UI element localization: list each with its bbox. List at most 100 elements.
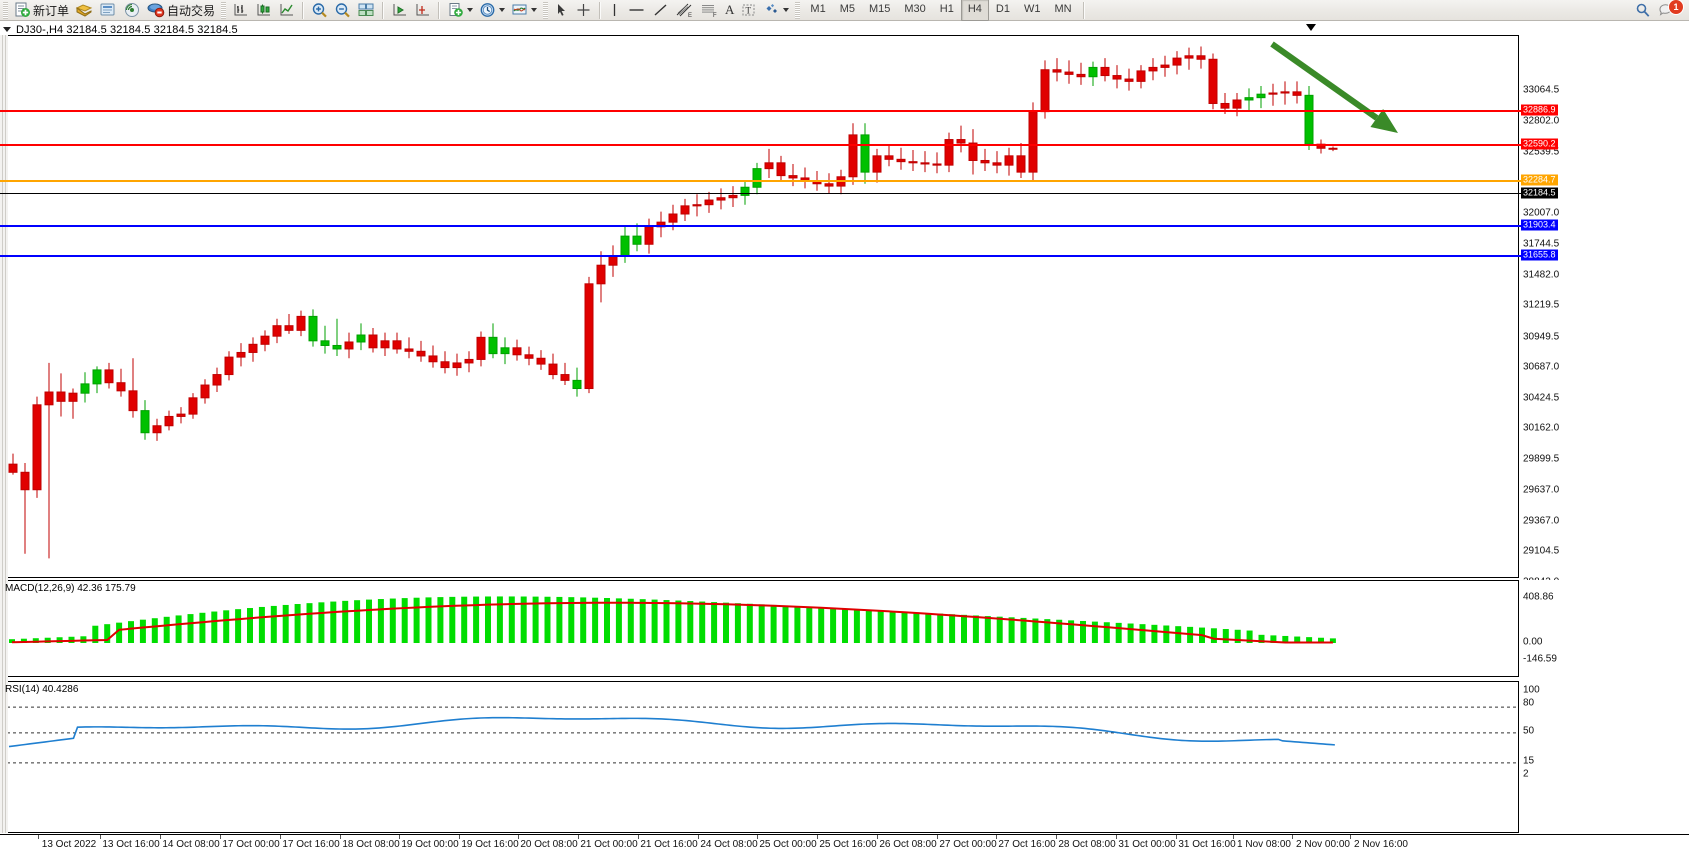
timeframe-m1[interactable]: M1 — [810, 3, 826, 15]
toolbar-grip-4[interactable] — [795, 1, 801, 19]
price-axis[interactable]: 33064.5 32802.0 32539.5 32007.0 31744.5 31482… — [1519, 35, 1689, 618]
hline-current-price[interactable] — [0, 193, 1521, 194]
rsi-tick: 15 — [1523, 755, 1535, 767]
hline-resistance-1[interactable] — [0, 110, 1521, 112]
time-tick-label: 1 Nov 08:00 — [1237, 839, 1291, 850]
hline-tag-current-price: 32184.5 — [1521, 187, 1558, 199]
rsi-pane[interactable]: RSI(14) 40.4286 — [0, 681, 1519, 833]
time-tick-mark — [38, 835, 39, 839]
time-tick-mark — [996, 835, 997, 839]
expert-advisor-icon[interactable] — [388, 0, 411, 20]
signals-icon[interactable] — [120, 0, 144, 20]
timeframe-mn[interactable]: MN — [1054, 3, 1072, 15]
price-tick: 29367.0 — [1523, 515, 1560, 527]
time-tick-label: 27 Oct 00:00 — [939, 839, 997, 850]
macd-axis: 408.86 0.00 -146.59 — [1519, 580, 1689, 677]
timeframe-h4[interactable]: H4 — [960, 0, 989, 21]
text-icon[interactable]: A — [725, 2, 735, 17]
terminal-icon[interactable] — [96, 0, 120, 20]
timeframe-w1[interactable]: W1 — [1023, 3, 1041, 15]
time-tick-mark — [877, 835, 878, 839]
price-pane-inner — [1, 36, 1518, 577]
zoom-in-icon[interactable] — [308, 0, 331, 20]
text-label-icon[interactable]: T — [737, 0, 760, 20]
svg-text:F: F — [713, 13, 717, 18]
price-tick: 31482.0 — [1523, 269, 1560, 281]
templates-icon[interactable] — [508, 0, 540, 20]
chart-header-text: DJ30-,H4 32184.5 32184.5 32184.5 32184.5 — [16, 23, 238, 36]
time-tick-label: 2 Nov 00:00 — [1296, 839, 1350, 850]
time-tick-mark — [1176, 835, 1177, 839]
price-tick: 29899.5 — [1523, 453, 1560, 465]
hline-resistance-2[interactable] — [0, 144, 1521, 146]
hline-support-2[interactable] — [0, 255, 1521, 257]
indicators-icon[interactable] — [411, 0, 434, 20]
cursor-icon[interactable] — [551, 0, 572, 20]
horizontal-line-icon[interactable] — [624, 0, 649, 20]
timeframe-m15[interactable]: M15 — [868, 3, 891, 15]
svg-text:E: E — [688, 13, 692, 18]
time-tick-label: 13 Oct 2022 — [41, 839, 97, 850]
new-order-label: 新订单 — [33, 3, 70, 18]
period-clock-icon[interactable] — [476, 0, 508, 20]
time-tick-mark — [578, 835, 579, 839]
crosshair-marker — [1306, 24, 1316, 31]
toolbar-grip[interactable] — [3, 1, 8, 19]
timeframe-d1[interactable]: D1 — [995, 3, 1010, 15]
tile-windows-icon[interactable] — [354, 0, 378, 20]
new-chart-icon[interactable] — [444, 0, 476, 20]
time-tick-label: 27 Oct 16:00 — [998, 839, 1056, 850]
equidistant-channel-icon[interactable]: E — [672, 0, 697, 20]
time-tick-label: 20 Oct 08:00 — [520, 839, 578, 850]
chart-scroll-rail[interactable] — [0, 35, 8, 833]
timeframe-m30[interactable]: M30 — [904, 3, 926, 15]
rsi-tick: 80 — [1523, 697, 1535, 709]
vertical-line-icon[interactable] — [605, 0, 624, 20]
time-tick-label: 2 Nov 16:00 — [1354, 839, 1408, 850]
trendline-icon[interactable] — [649, 0, 672, 20]
objects-icon[interactable] — [760, 0, 792, 20]
macd-pane[interactable]: MACD(12,26,9) 42.36 175.79 — [0, 580, 1519, 677]
time-tick-mark — [459, 835, 460, 839]
timeframe-m5[interactable]: M5 — [839, 3, 855, 15]
bar-chart-icon[interactable] — [229, 0, 252, 20]
toolbar-grip-2[interactable] — [221, 1, 227, 19]
chevron-down-icon-4[interactable] — [783, 8, 790, 12]
chart-collapse-icon[interactable] — [3, 27, 11, 32]
chevron-down-icon-3[interactable] — [531, 8, 538, 12]
time-tick-label: 26 Oct 08:00 — [879, 839, 937, 850]
fibonacci-icon[interactable]: F — [697, 0, 722, 20]
new-order-button[interactable]: 新订单 — [11, 0, 72, 20]
zoom-out-icon[interactable] — [331, 0, 354, 20]
chevron-down-icon-2[interactable] — [499, 8, 506, 12]
time-tick-label: 17 Oct 00:00 — [222, 839, 280, 850]
price-tick: 32539.5 — [1523, 146, 1560, 158]
time-tick-mark — [340, 835, 341, 839]
price-pane[interactable] — [0, 35, 1519, 578]
rsi-tick: 100 — [1523, 684, 1540, 696]
hline-pivot[interactable] — [0, 180, 1521, 182]
candlestick-svg — [8, 46, 1338, 559]
line-chart-icon[interactable] — [275, 0, 298, 20]
autotrade-button[interactable]: 自动交易 — [144, 0, 218, 20]
time-axis[interactable]: 13 Oct 2022 13 Oct 16:00 14 Oct 08:00 17 Oc… — [0, 834, 1689, 861]
notification-icon[interactable]: 1 — [1655, 0, 1684, 19]
rsi-tick: 2 — [1523, 768, 1529, 780]
macd-tick: 0.00 — [1523, 636, 1543, 648]
arrow-overlay-svg[interactable] — [1, 36, 1518, 577]
time-tick-label: 13 Oct 16:00 — [102, 839, 160, 850]
chevron-down-icon[interactable] — [467, 8, 474, 12]
toolbar-separator-4 — [599, 1, 602, 19]
time-tick-mark — [698, 835, 699, 839]
search-icon[interactable] — [1631, 0, 1655, 20]
candle-chart-icon[interactable] — [252, 0, 275, 20]
time-tick-label: 31 Oct 00:00 — [1118, 839, 1176, 850]
time-tick-label: 18 Oct 08:00 — [342, 839, 400, 850]
macd-pane-inner: MACD(12,26,9) 42.36 175.79 — [1, 581, 1518, 676]
hline-support-1[interactable] — [0, 225, 1521, 227]
toolbar-grip-3[interactable] — [543, 1, 549, 19]
crosshair-icon[interactable] — [572, 0, 595, 20]
time-tick-mark — [937, 835, 938, 839]
timeframe-h1[interactable]: H1 — [939, 3, 954, 15]
wallet-icon[interactable] — [72, 0, 96, 20]
